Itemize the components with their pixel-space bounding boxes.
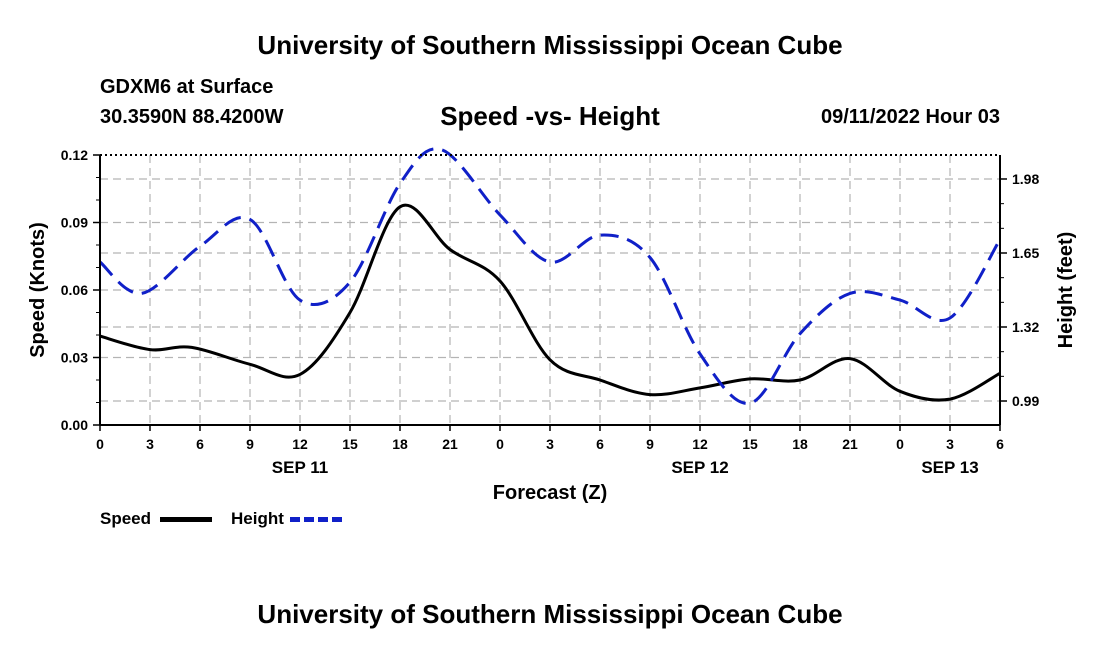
x-tick-label: 12 [292, 436, 308, 452]
x-tick-label: 6 [996, 436, 1004, 452]
speed-series-line [99, 203, 1001, 402]
y2-tick-label: 1.65 [1012, 245, 1039, 261]
station-label: GDXM6 at Surface [100, 76, 274, 98]
y2-tick-label: 0.99 [1012, 393, 1039, 409]
main-title: University of Southern Mississippi Ocean… [257, 30, 843, 60]
y-tick-label: 0.00 [61, 417, 88, 433]
axes [93, 154, 1007, 431]
y-axis-title: Speed (Knots) [27, 222, 49, 358]
x-tick-label: 21 [442, 436, 458, 452]
legend-height-label: Height [231, 509, 284, 528]
y2-tick-label: 1.98 [1012, 171, 1039, 187]
x-tick-label: 9 [646, 436, 654, 452]
x-tick-label: 18 [792, 436, 808, 452]
series-lines [98, 147, 1002, 405]
legend-speed-swatch [160, 517, 212, 522]
date-label: SEP 12 [671, 458, 728, 477]
footer-title: University of Southern Mississippi Ocean… [257, 599, 843, 629]
x-tick-label: 15 [742, 436, 758, 452]
y-tick-label: 0.09 [61, 215, 88, 231]
chart-title: Speed -vs- Height [440, 101, 660, 131]
x-tick-label: 3 [946, 436, 954, 452]
height-series-line [98, 147, 1002, 405]
date-label: SEP 11 [272, 458, 328, 477]
y2-tick-label: 1.32 [1012, 319, 1039, 335]
x-tick-label: 6 [196, 436, 204, 452]
y-tick-label: 0.06 [61, 282, 88, 298]
tick-labels: 0 3 6 9 12 15 18 21 0 3 6 9 12 15 18 21 0 3 6 SEP 11 SEP 12 S… [61, 147, 1040, 477]
coordinates-label: 30.3590N 88.4200W [100, 106, 284, 128]
x-tick-label: 21 [842, 436, 858, 452]
y-tick-label: 0.03 [61, 350, 88, 366]
y-tick-label: 0.12 [61, 147, 88, 163]
x-tick-label: 0 [496, 436, 504, 452]
forecast-datetime: 09/11/2022 Hour 03 [820, 106, 1000, 128]
x-tick-label: 0 [896, 436, 904, 452]
x-tick-label: 3 [546, 436, 554, 452]
grid-lines [100, 155, 1000, 425]
legend-height-swatch [290, 517, 342, 522]
date-label: SEP 13 [921, 458, 978, 477]
y2-axis-title: Height (feet) [1055, 232, 1077, 349]
x-tick-label: 0 [96, 436, 104, 452]
x-tick-label: 6 [596, 436, 604, 452]
x-tick-label: 3 [146, 436, 154, 452]
x-tick-label: 12 [692, 436, 708, 452]
x-tick-label: 9 [246, 436, 254, 452]
legend-speed-label: Speed [100, 509, 152, 528]
x-tick-label: 18 [392, 436, 408, 452]
x-tick-label: 15 [342, 436, 358, 452]
x-axis-title: Forecast (Z) [492, 482, 608, 504]
